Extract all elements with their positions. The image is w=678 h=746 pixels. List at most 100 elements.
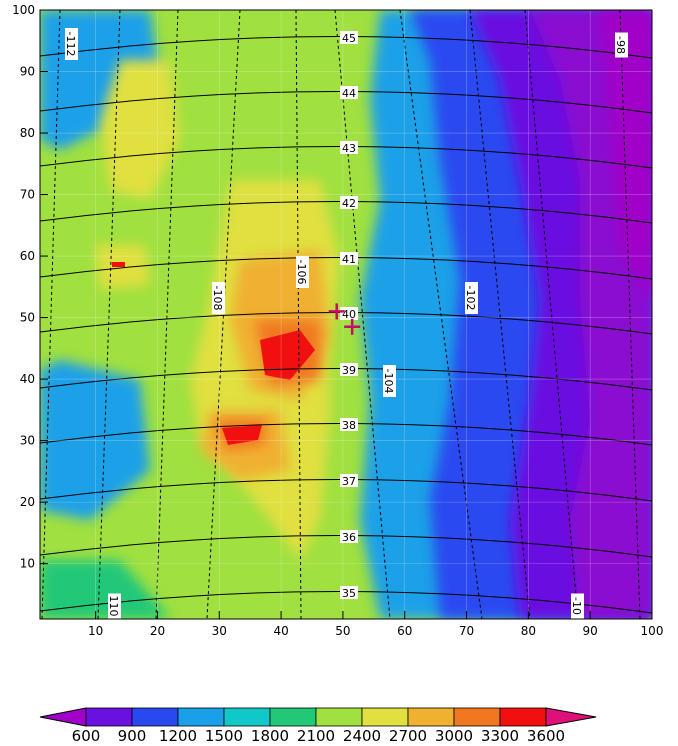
latitude-label: 42 [342,197,356,210]
x-tick-label: 50 [335,624,350,638]
latitude-label: 37 [342,475,356,488]
y-tick-label: 100 [12,3,35,17]
colorbar-label: 600 [72,727,101,745]
longitude-label-box [108,593,121,619]
y-tick-label: 10 [20,557,35,571]
latitude-label-box [340,418,358,431]
y-tick-label: 30 [20,434,35,448]
y-tick-label: 50 [20,311,35,325]
colorbar-labels: 600 900 1200 1500 1800 2100 2400 2700 3000 3300 36… [72,727,565,745]
colorbar-swatch [361,707,409,727]
latitude-label-box [340,31,358,44]
y-axis: 10 20 30 40 50 60 70 80 90 100 [12,3,48,571]
longitude-labels: 110 -112 -108 -106 -104 -102 -98 -10 [64,28,628,619]
colorbar-swatch [453,707,501,727]
x-tick-label: 60 [397,624,412,638]
x-tick-label: 30 [212,624,227,638]
longitude-label: 110 [107,596,120,617]
colorbar-label: 1800 [251,727,289,745]
latitude-label: 39 [342,364,356,377]
x-tick-label: 20 [150,624,165,638]
longitude-line [399,10,483,619]
colorbar-swatch [223,707,271,727]
colorbar-swatch [131,707,179,727]
colorbar-swatch [85,707,133,727]
y-tick-label: 70 [20,188,35,202]
longitude-label: -102 [464,286,477,311]
longitude-label: -104 [382,369,395,394]
longitude-label-group: 110 [107,593,121,619]
colorbar-label: 3000 [435,727,473,745]
longitude-label: -98 [614,36,627,54]
longitude-label-box [465,282,478,314]
longitude-label-box [65,28,78,60]
y-tick-label: 20 [20,495,35,509]
colorbar [39,707,597,727]
longitude-label-group: -108 [211,282,225,314]
colorbar-label: 2100 [297,727,335,745]
y-tick-label: 90 [20,65,35,79]
plot-grid [40,10,652,619]
longitude-label: -112 [64,32,77,57]
colorbar-label: 1200 [159,727,197,745]
longitude-label-box [571,593,584,619]
longitude-label: -10 [570,597,583,615]
latitude-label: 44 [342,87,356,100]
longitude-label-group: -104 [382,365,396,397]
colorbar-swatch [499,707,547,727]
x-tick-label: 90 [583,624,598,638]
y-tick-label: 40 [20,372,35,386]
colorbar-over-arrow [545,707,597,727]
colorbar-swatch [407,707,455,727]
colorbar-label: 1500 [205,727,243,745]
latitude-label-box [340,363,358,376]
colorbar-label: 2400 [343,727,381,745]
colorbar-label: 900 [118,727,147,745]
longitude-label-box [212,282,225,314]
longitude-label-box [615,32,628,58]
latitude-label: 41 [342,253,356,266]
colorbar-under-arrow [39,707,87,727]
y-tick-label: 60 [20,249,35,263]
y-tick-label: 80 [20,126,35,140]
colorbar-label: 2700 [389,727,427,745]
latitude-label-box [340,474,358,487]
colorbar-swatch [269,707,317,727]
x-tick-label: 100 [641,624,664,638]
colorbar-label: 3300 [481,727,519,745]
longitude-label-group: -98 [614,32,628,58]
latitude-label-box [340,586,358,599]
longitude-label-group: -102 [464,282,478,314]
latitude-label: 45 [342,32,356,45]
longitude-label-group: -112 [64,28,78,60]
latitude-label: 40 [342,308,356,321]
longitude-label-group: -106 [295,256,309,288]
latitude-label-box [340,196,358,209]
latitude-label: 36 [342,531,356,544]
x-tick-label: 80 [521,624,536,638]
x-axis: 10 20 30 40 50 60 70 80 90 100 [88,611,663,638]
colorbar-label: 3600 [527,727,565,745]
station-markers [328,303,361,335]
longitude-label-box [296,256,309,288]
x-tick-label: 40 [273,624,288,638]
latitude-label: 38 [342,419,356,432]
latitude-label-box [340,86,358,99]
longitude-label: -106 [295,260,308,285]
longitude-label: -108 [211,286,224,311]
latitude-label-box [340,141,358,154]
x-tick-label: 10 [88,624,103,638]
latitude-label: 35 [342,587,356,600]
latitude-label-box [340,530,358,543]
plot-frame [39,9,653,620]
longitude-label-box [383,365,396,397]
longitude-lines [41,10,641,619]
longitude-label-group: -10 [570,593,584,619]
colorbar-swatch [177,707,225,727]
latitude-label-box [340,252,358,265]
latitude-labels: 35 36 37 38 39 40 41 42 43 44 45 [340,31,358,600]
colorbar-swatch [315,707,363,727]
x-tick-label: 70 [459,624,474,638]
latitude-label: 43 [342,142,356,155]
